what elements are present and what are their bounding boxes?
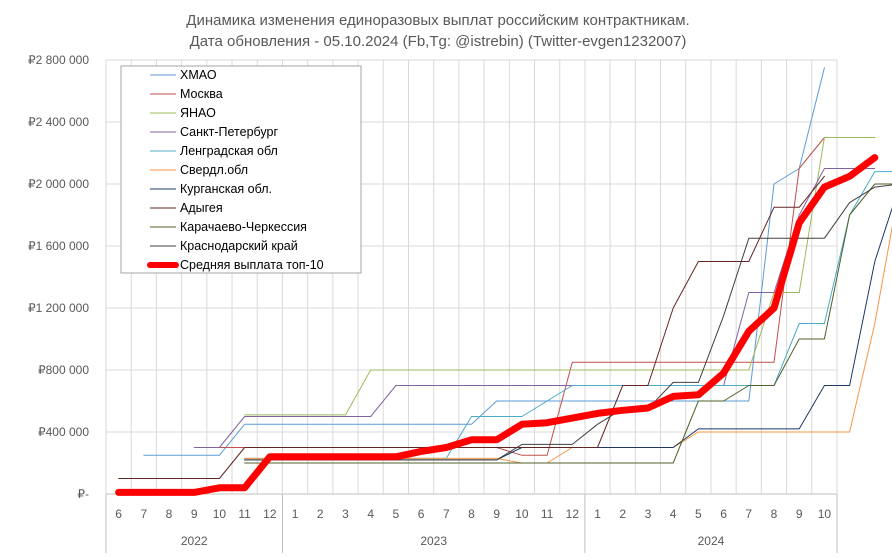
- y-tick-label: ₽2 000 000: [28, 177, 89, 191]
- legend-label: Санкт-Петербург: [180, 125, 278, 139]
- x-tick-label: 8: [468, 507, 475, 521]
- x-tick-label: 6: [115, 507, 122, 521]
- grid: [105, 59, 838, 495]
- y-axis: ₽- ₽400 000 ₽800 000 ₽1 200 000 ₽1 600 000 ₽2…: [28, 53, 89, 501]
- x-tick-label: 7: [745, 507, 752, 521]
- legend-label: Адыгея: [180, 201, 223, 215]
- x-tick-label: 9: [191, 507, 198, 521]
- series-line: [118, 175, 825, 479]
- y-tick-label: ₽1 600 000: [28, 239, 89, 253]
- x-group-label: 2023: [420, 534, 447, 548]
- legend-label: Москва: [180, 87, 223, 101]
- x-tick-label: 12: [263, 507, 277, 521]
- legend-label: Ленградская обл: [180, 144, 278, 158]
- legend-label: Краснодарский край: [180, 239, 298, 253]
- chart-subtitle: Дата обновления - 05.10.2024 (Fb,Tg: @is…: [190, 33, 687, 50]
- x-tick-label: 6: [418, 507, 425, 521]
- legend-label: ЯНАО: [180, 106, 216, 120]
- legend-label: Курганская обл.: [180, 182, 272, 196]
- x-tick-label: 9: [493, 507, 500, 521]
- series-layer: [115, 67, 892, 496]
- y-tick-label: ₽800 000: [38, 363, 89, 377]
- x-tick-label: 10: [818, 507, 832, 521]
- x-group-label: 2022: [181, 534, 208, 548]
- x-tick-label: 2: [619, 507, 626, 521]
- x-tick-label: 6: [720, 507, 727, 521]
- x-tick-label: 3: [342, 507, 349, 521]
- x-tick-label: 1: [594, 507, 601, 521]
- legend-label: Свердл.обл: [180, 163, 248, 177]
- x-axis: 6 7 8 9 10 11 12 1 2 3 4 5 6 7 8 9 10 11 12 1 2 3 4 5 6 7 8 9 102022…: [105, 494, 838, 553]
- legend: ХМАО Москва ЯНАО Санкт-Петербург Ленградская…: [120, 65, 362, 274]
- x-tick-label: 5: [695, 507, 702, 521]
- x-tick-label: 1: [292, 507, 299, 521]
- x-tick-label: 4: [367, 507, 374, 521]
- x-tick-label: 9: [796, 507, 803, 521]
- y-tick-label: ₽2 800 000: [28, 53, 89, 67]
- y-tick-label: ₽2 400 000: [28, 115, 89, 129]
- x-tick-label: 2: [317, 507, 324, 521]
- series-line: [193, 168, 876, 448]
- y-tick-label: ₽400 000: [38, 425, 89, 439]
- legend-label: Карачаево-Черкессия: [180, 220, 307, 234]
- x-tick-label: 12: [566, 507, 580, 521]
- x-tick-label: 11: [238, 507, 251, 521]
- series-line: [115, 154, 879, 496]
- x-tick-label: 5: [393, 507, 400, 521]
- x-tick-label: 4: [670, 507, 677, 521]
- y-tick-label: ₽1 200 000: [28, 301, 89, 315]
- series-line: [244, 137, 876, 416]
- x-tick-label: 3: [645, 507, 652, 521]
- x-tick-label: 11: [541, 507, 554, 521]
- legend-label: Средняя выплата топ-10: [180, 258, 324, 272]
- x-tick-label: 8: [771, 507, 778, 521]
- series-line: [244, 183, 892, 464]
- chart-title: Динамика изменения единоразовых выплат р…: [186, 12, 689, 29]
- x-tick-label: 7: [140, 507, 147, 521]
- x-tick-label: 10: [213, 507, 227, 521]
- x-tick-label: 10: [515, 507, 529, 521]
- legend-label: ХМАО: [180, 68, 217, 82]
- x-tick-label: 7: [443, 507, 450, 521]
- x-group-label: 2024: [698, 534, 725, 548]
- x-tick-label: 8: [166, 507, 173, 521]
- y-tick-label: ₽-: [77, 487, 89, 501]
